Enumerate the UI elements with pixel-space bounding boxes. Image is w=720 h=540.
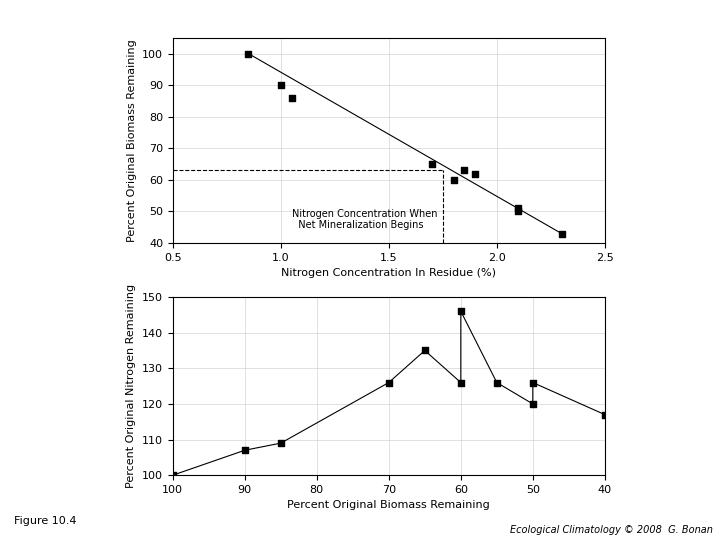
Point (167, 471, 179, 480)
Point (513, 207, 524, 216)
Point (527, 400, 539, 408)
Point (239, 446, 251, 455)
Point (469, 169, 481, 178)
Point (513, 204, 524, 213)
Point (275, 81, 287, 90)
Point (275, 439, 287, 448)
X-axis label: Nitrogen Concentration In Residue (%): Nitrogen Concentration In Residue (%) (282, 268, 496, 278)
Point (455, 378, 467, 387)
Point (599, 410, 611, 419)
Text: Nitrogen Concentration When
  Net Mineralization Begins: Nitrogen Concentration When Net Minerali… (292, 209, 437, 231)
Y-axis label: Percent Original Biomass Remaining: Percent Original Biomass Remaining (127, 39, 137, 242)
X-axis label: Percent Original Biomass Remaining: Percent Original Biomass Remaining (287, 501, 490, 510)
Point (527, 378, 539, 387)
Point (556, 229, 567, 238)
Point (426, 160, 438, 168)
Point (491, 378, 503, 387)
Point (459, 166, 470, 175)
Point (419, 346, 431, 355)
Point (383, 378, 395, 387)
Y-axis label: Percent Original Nitrogen Remaining: Percent Original Nitrogen Remaining (127, 284, 136, 488)
Text: Figure 10.4: Figure 10.4 (14, 516, 77, 526)
Point (448, 176, 459, 184)
Point (455, 307, 467, 315)
Text: Ecological Climatology © 2008  G. Bonan: Ecological Climatology © 2008 G. Bonan (510, 524, 713, 535)
Point (243, 49, 254, 58)
Point (286, 93, 297, 102)
